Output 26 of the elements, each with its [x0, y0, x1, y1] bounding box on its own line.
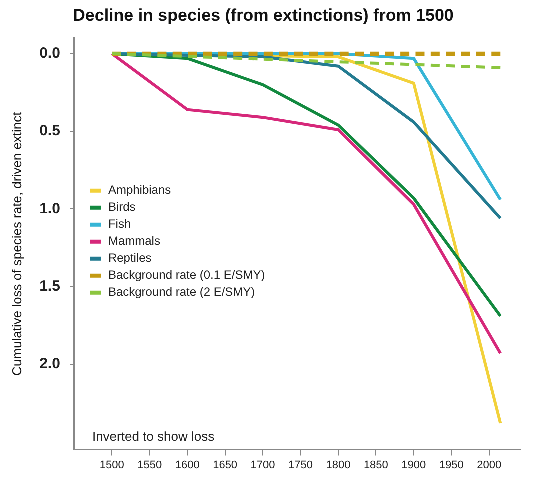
y-tick-label: 1.0: [40, 200, 60, 218]
x-tick-label: 1800: [326, 459, 351, 472]
y-tick-label: 0.0: [40, 45, 60, 62]
chart-title: Decline in species (from extinctions) from 1500: [73, 6, 454, 25]
legend-label: Amphibians: [108, 183, 172, 198]
x-tick-label: 1650: [213, 459, 238, 472]
x-tick-label: 1600: [175, 459, 200, 472]
y-tick-label: 2.0: [40, 356, 60, 373]
x-tick-label: 1500: [100, 459, 124, 472]
legend-label: Fish: [108, 217, 132, 232]
x-tick-label: 1550: [138, 459, 162, 472]
legend-label: Reptiles: [108, 251, 152, 266]
x-tick-label: 2000: [477, 459, 502, 472]
annotation: Inverted to show loss: [92, 428, 216, 444]
x-tick-label: 1700: [250, 459, 276, 472]
legend-label: Mammals: [108, 234, 160, 248]
y-tick-label: 0.5: [40, 122, 60, 140]
x-tick-label: 1950: [439, 459, 464, 472]
y-axis-title: Cumulative loss of species rate, driven extinct: [9, 112, 24, 376]
y-tick-label: 1.5: [40, 278, 60, 295]
x-tick-label: 1750: [288, 459, 313, 472]
x-tick-label: 1850: [364, 459, 388, 472]
legend-label: Birds: [108, 200, 136, 214]
x-tick-label: 1900: [402, 459, 426, 472]
legend-label: Background rate (0.1 E/SMY): [108, 268, 266, 282]
legend-label: Background rate (2 E/SMY): [108, 285, 256, 300]
